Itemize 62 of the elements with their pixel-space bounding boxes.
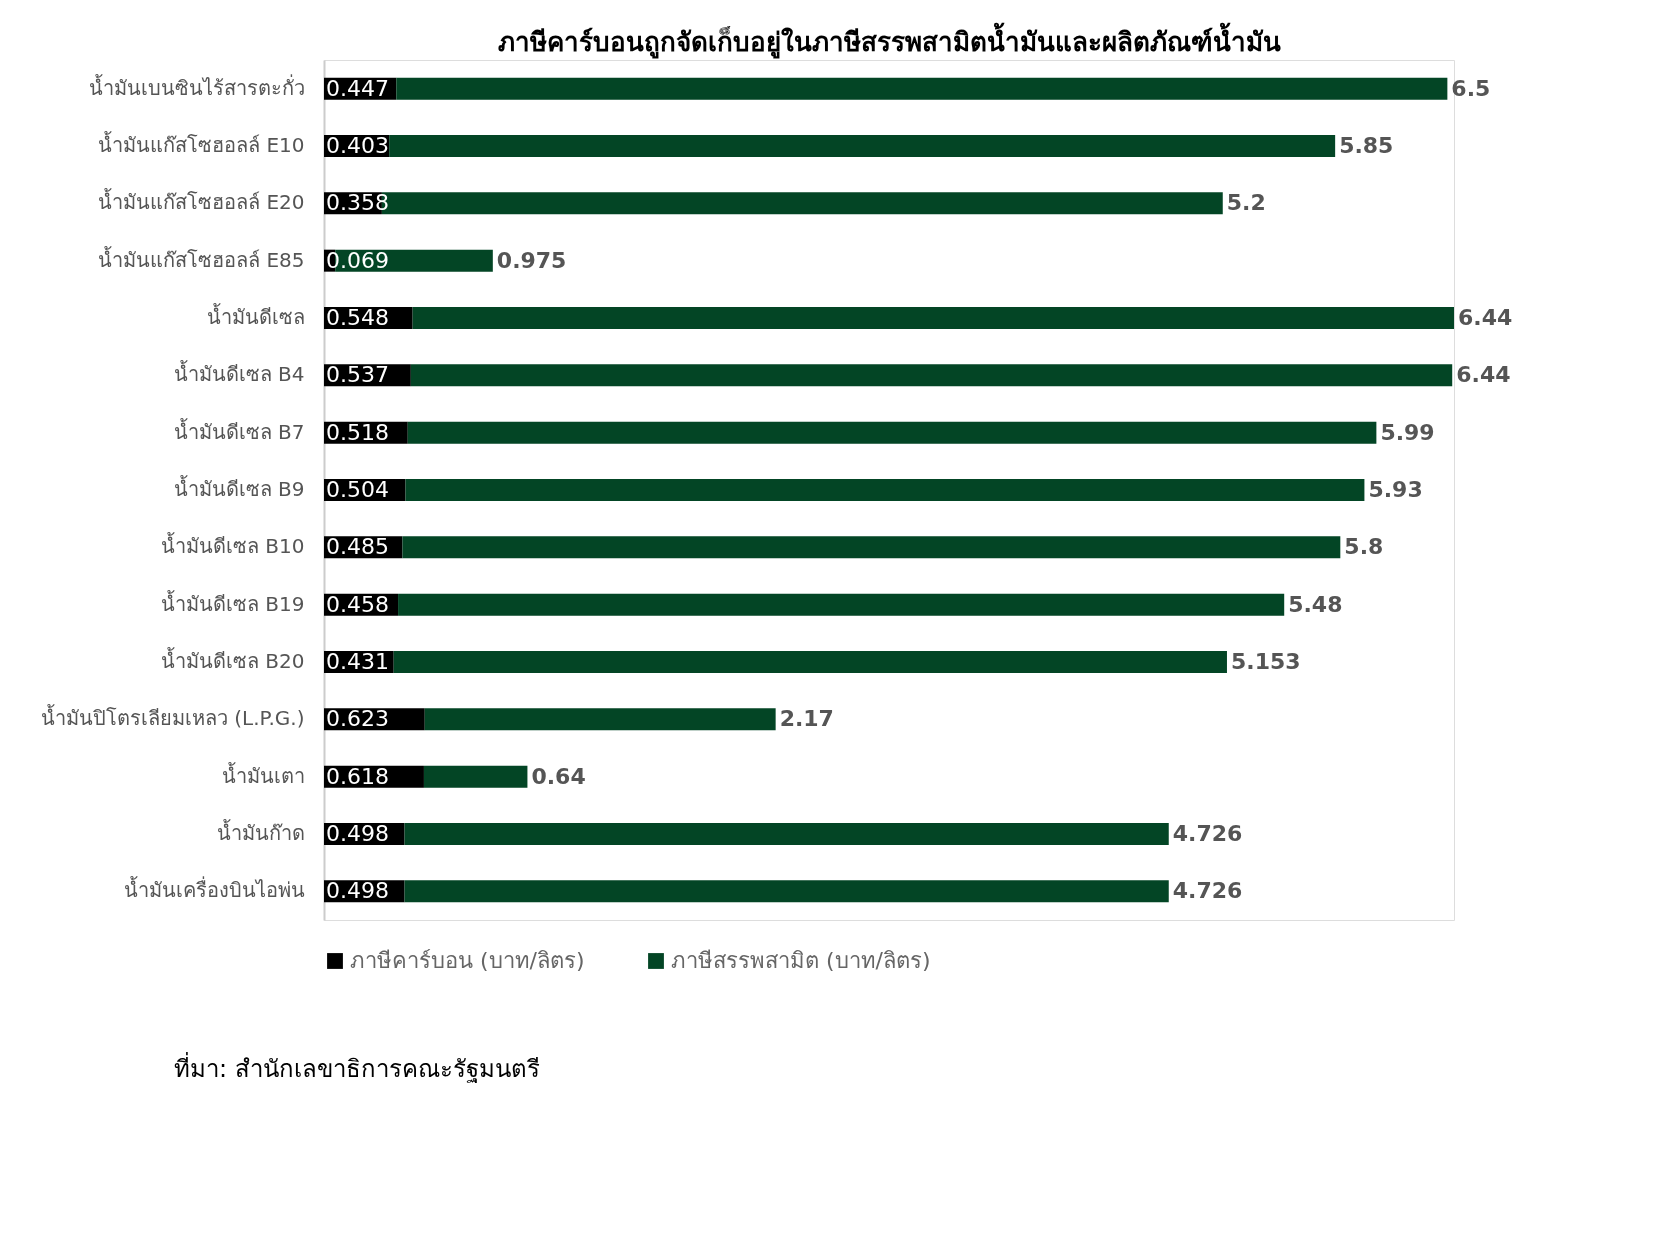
bar: [389, 135, 1336, 157]
data-label: 0.623: [326, 706, 389, 732]
bar: [404, 880, 1169, 903]
data-label: 0.537: [326, 362, 389, 388]
data-label: 0.618: [326, 763, 389, 789]
data-label: 0.403: [326, 133, 389, 158]
bar: [424, 708, 776, 731]
y-tick-label: น้ำมันดีเซล B9: [173, 475, 305, 501]
bar: [404, 823, 1169, 845]
bar: [402, 536, 1341, 559]
data-label: 4.726: [1172, 878, 1243, 904]
data-label: 5.8: [1344, 534, 1384, 560]
data-label: 0.975: [496, 247, 567, 273]
bar: [398, 593, 1285, 616]
legend-label: ภาษีสรรพสามิต (บาท/ลิตร): [671, 948, 931, 973]
y-tick-label: น้ำมันแก๊สโซฮอลล์ E10: [98, 131, 305, 157]
data-label: 6.44: [1456, 362, 1511, 388]
data-label: 2.17: [779, 706, 834, 732]
data-label: 5.99: [1380, 419, 1435, 445]
data-label: 5.93: [1368, 477, 1423, 502]
bar: [405, 479, 1365, 501]
data-label: 0.458: [326, 591, 389, 617]
text: ที่มา: สำนักเลขาธิการคณะรัฐมนตรี: [174, 1052, 540, 1083]
bar: [393, 651, 1227, 673]
data-label: 6.5: [1451, 75, 1491, 101]
y-tick-label: น้ำมันดีเซล B10: [160, 532, 305, 559]
y-tick-label: น้ำมันแก๊สโซฮอลล์ E20: [98, 188, 305, 215]
bar: [410, 364, 1453, 387]
data-label: 5.153: [1230, 649, 1301, 674]
y-tick-label: น้ำมันเตา: [221, 761, 305, 788]
data-label: 0.498: [326, 821, 389, 846]
data-label: 6.44: [1458, 305, 1513, 330]
data-label: 0.548: [326, 305, 389, 330]
data-label: 0.518: [326, 419, 389, 445]
chart-title: ภาษีคาร์บอนถูกจัดเก็บอยู่ในภาษีสรรพสามิตน้ำมันและผลิตภัณฑ์น้ำมัน: [497, 22, 1281, 59]
data-label: 0.447: [326, 75, 389, 101]
data-label: 0.485: [326, 534, 389, 560]
y-tick-label: น้ำมันปิโตรเลียมเหลว (L.P.G.): [40, 704, 305, 731]
y-tick-label: น้ำมันดีเซล B19: [160, 589, 305, 616]
data-label: 0.358: [326, 190, 389, 216]
data-label: 0.64: [531, 763, 586, 789]
data-label: 5.85: [1339, 133, 1394, 158]
y-tick-label: น้ำมันดีเซล: [206, 303, 305, 329]
data-label: 5.2: [1226, 190, 1266, 216]
y-tick-label: น้ำมันดีเซล B4: [173, 360, 305, 387]
y-tick-label: น้ำมันดีเซล B7: [173, 417, 305, 444]
y-tick-label: น้ำมันดีเซล B20: [160, 647, 305, 673]
data-label: 4.726: [1172, 821, 1243, 846]
data-label: 5.48: [1288, 591, 1343, 617]
bar: [423, 765, 528, 788]
data-label: 0.498: [326, 878, 389, 904]
y-tick-label: น้ำมันก๊าด: [216, 819, 305, 845]
bar: [407, 421, 1377, 444]
data-label: 0.069: [326, 247, 389, 273]
data-label: 0.431: [326, 649, 389, 674]
legend-label: ภาษีคาร์บอน (บาท/ลิตร): [350, 948, 585, 973]
y-tick-label: น้ำมันแก๊สโซฮอลล์ E85: [98, 245, 305, 272]
bar: [412, 307, 1454, 329]
y-tick-label: น้ำมันเบนซินไร้สารตะกั่ว: [88, 73, 305, 100]
data-label: 0.504: [326, 477, 389, 502]
bar: [396, 77, 1448, 100]
y-tick-label: น้ำมันเครื่องบินไอพ่น: [123, 876, 305, 903]
